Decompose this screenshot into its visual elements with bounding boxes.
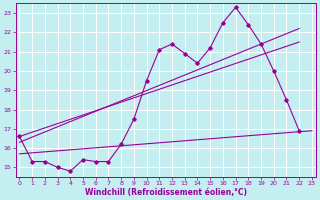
X-axis label: Windchill (Refroidissement éolien,°C): Windchill (Refroidissement éolien,°C) (85, 188, 247, 197)
